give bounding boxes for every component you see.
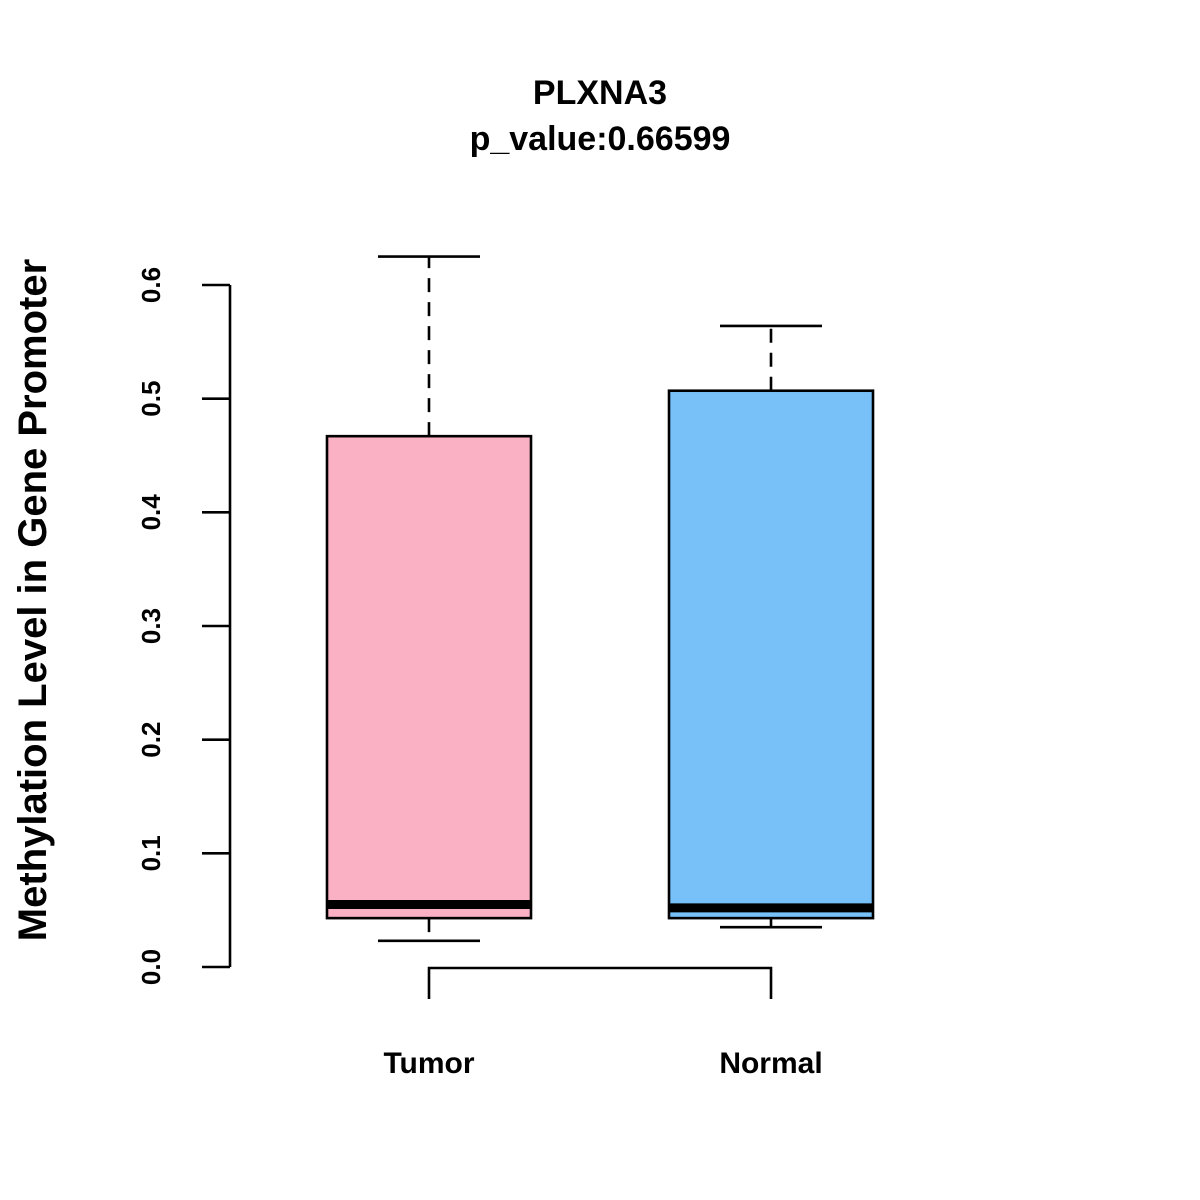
boxes-group	[325, 255, 875, 943]
significance-bracket	[427, 966, 773, 999]
box-tumor	[325, 255, 533, 943]
box-body	[667, 389, 875, 920]
chart-subtitle: p_value:0.66599	[470, 120, 731, 158]
y-tick-label: 0.3	[136, 608, 166, 644]
bracket-line	[427, 966, 773, 999]
y-tick-label: 0.6	[136, 267, 166, 303]
y-tick-label: 0.1	[136, 835, 166, 871]
box-normal	[667, 324, 875, 929]
y-axis-label: Methylation Level in Gene Promoter	[11, 259, 55, 941]
chart-title: PLXNA3	[533, 74, 667, 112]
x-category-label: Tumor	[383, 1047, 474, 1080]
box-body	[325, 434, 533, 920]
x-category-label: Normal	[719, 1047, 822, 1080]
x-category-labels: Tumor Normal	[383, 1047, 822, 1080]
y-axis: 0.0 0.1 0.2 0.3 0.4 0.5 0.6	[136, 267, 232, 985]
y-tick-label: 0.2	[136, 722, 166, 758]
y-tick-label: 0.5	[136, 381, 166, 417]
y-tick-label: 0.0	[136, 949, 166, 985]
y-tick-label: 0.4	[136, 494, 166, 531]
